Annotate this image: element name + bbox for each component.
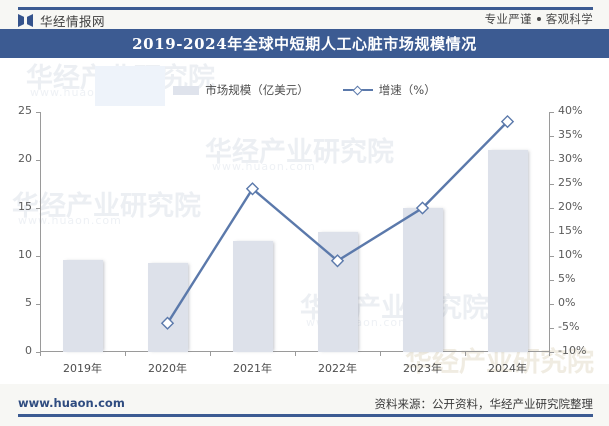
y-axis-right-tick (550, 304, 554, 305)
y-axis-left-tick-label: 5 (25, 296, 32, 309)
legend-label: 增速（%） (378, 83, 436, 97)
bar-2019年[interactable] (62, 259, 103, 352)
x-axis-tick-label: 2024年 (488, 362, 527, 375)
y-axis-left-line (40, 112, 41, 352)
y-axis-right-tick-label: -10% (558, 344, 587, 357)
x-axis-tick-label: 2020年 (148, 362, 187, 375)
y-axis-right-tick-label: 10% (558, 248, 583, 261)
y-axis-right-tick-label: 5% (558, 272, 576, 285)
x-axis-tick (125, 352, 126, 356)
growth-rate-marker-2021年[interactable] (245, 182, 260, 196)
footer-site-url[interactable]: www.huaon.com (18, 396, 125, 410)
tagline-left-text: 专业严谨 (484, 12, 532, 26)
y-axis-left-tick (36, 256, 40, 257)
y-axis-left-tick-label: 15 (18, 200, 32, 213)
header-divider-rule (18, 7, 593, 10)
chart-container: 华经产业研究院 www.huaon.com 华经产业研究院 www.huaon.… (0, 58, 609, 384)
x-axis-tick (210, 352, 211, 356)
x-axis-tick (465, 352, 466, 356)
y-axis-left-tick-label: 20 (18, 152, 32, 165)
y-axis-right-tick-label: 35% (558, 128, 583, 141)
tagline-right-text: 客观科学 (545, 12, 593, 26)
growth-rate-marker-2023年[interactable] (415, 201, 430, 215)
x-axis-tick-label: 2023年 (403, 362, 442, 375)
y-axis-right-tick (550, 208, 554, 209)
y-axis-right-tick (550, 280, 554, 281)
y-axis-left-tick-label: 10 (18, 248, 32, 261)
legend-item-market-size[interactable]: 市场规模（亿美元） (173, 82, 309, 98)
legend-item-growth-rate[interactable]: 增速（%） (342, 82, 436, 98)
growth-rate-marker-2020年[interactable] (160, 316, 175, 330)
y-axis-left-tick-label: 0 (25, 344, 32, 357)
x-axis-line (40, 351, 550, 352)
bar-2023年[interactable] (402, 208, 443, 352)
y-axis-right-tick-label: 25% (558, 176, 583, 189)
x-axis-tick (40, 352, 41, 356)
y-axis-right-tick (550, 136, 554, 137)
plot-area: 0 5 10 15 20 25 -10% -5% 0% 5% 10% 15% 20% 25% 30% 35%… (18, 104, 586, 375)
legend-label: 市场规模（亿美元） (205, 83, 309, 97)
y-axis-right-tick-label: 40% (558, 104, 583, 117)
y-axis-right-tick-label: 0% (558, 296, 576, 309)
y-axis-right-tick (550, 160, 554, 161)
growth-rate-marker-2024年[interactable] (500, 114, 515, 129)
y-axis-left-tick (36, 352, 40, 353)
y-axis-right-tick (550, 232, 554, 233)
huaon-bowtie-logo-icon (18, 14, 33, 27)
legend-bar-swatch-icon (173, 85, 200, 95)
bar-2024年[interactable] (487, 150, 528, 352)
y-axis-right-tick (550, 328, 554, 329)
chart-title-band: 2019-2024年全球中短期人工心脏市场规模情况 (0, 29, 609, 58)
y-axis-left-tick-label: 25 (18, 104, 32, 117)
y-axis-left-tick (36, 304, 40, 305)
bar-2021年[interactable] (232, 240, 273, 352)
x-axis-tick (549, 352, 550, 356)
footer-divider-rule (18, 414, 593, 417)
y-axis-right-tick-label: 30% (558, 152, 583, 165)
bullet-dot-icon (536, 17, 541, 21)
growth-rate-line-series (160, 114, 515, 330)
y-axis-left-tick (36, 208, 40, 209)
x-axis-tick (380, 352, 381, 356)
y-axis-right-tick (550, 256, 554, 257)
growth-rate-marker-2022年[interactable] (330, 254, 345, 268)
y-axis-right-tick (550, 184, 554, 185)
brand-name: 华经情报网 (40, 14, 106, 29)
y-axis-left-tick (36, 160, 40, 161)
x-axis-tick (295, 352, 296, 356)
growth-rate-polyline (166, 120, 509, 324)
page-header: 华经情报网 专业严谨 客观科学 (0, 0, 609, 29)
y-axis-right-tick-label: 20% (558, 200, 583, 213)
y-axis-right-tick-label: -5% (558, 320, 580, 333)
y-axis-left-tick (36, 112, 40, 113)
page-title: 2019-2024年全球中短期人工心脏市场规模情况 (132, 35, 477, 53)
x-axis-tick-label: 2021年 (233, 362, 272, 375)
y-axis-right-tick-label: 15% (558, 224, 583, 237)
header-tagline: 专业严谨 客观科学 (485, 11, 593, 27)
x-axis-tick-label: 2022年 (318, 362, 357, 375)
footer-source-note: 资料来源：公开资料，华经产业研究院整理 (374, 397, 594, 411)
page-footer: www.huaon.com 资料来源：公开资料，华经产业研究院整理 (0, 384, 609, 426)
bar-2020年[interactable] (147, 262, 188, 352)
y-axis-right-tick (550, 112, 554, 113)
brand-block: 华经情报网 (18, 11, 105, 30)
legend-line-marker-icon (342, 85, 373, 95)
x-axis-tick-label: 2019年 (63, 362, 102, 375)
chart-legend: 市场规模（亿美元） 增速（%） (0, 80, 609, 100)
y-axis-right-tick (550, 352, 554, 353)
y-axis-right-line (549, 112, 550, 352)
